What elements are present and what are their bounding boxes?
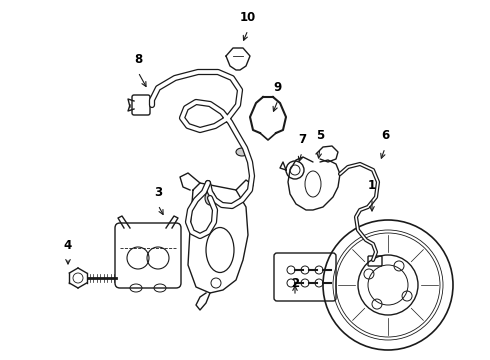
Text: 2: 2 [291, 277, 299, 290]
Text: 6: 6 [381, 129, 389, 142]
Text: 7: 7 [298, 133, 306, 146]
Text: 4: 4 [64, 239, 72, 252]
Ellipse shape [205, 191, 215, 205]
Ellipse shape [236, 148, 248, 156]
Text: 10: 10 [240, 11, 256, 24]
Text: 1: 1 [368, 179, 376, 192]
Text: 8: 8 [134, 53, 142, 66]
Text: 5: 5 [316, 129, 324, 142]
Text: 9: 9 [274, 81, 282, 94]
Text: 3: 3 [154, 186, 162, 199]
